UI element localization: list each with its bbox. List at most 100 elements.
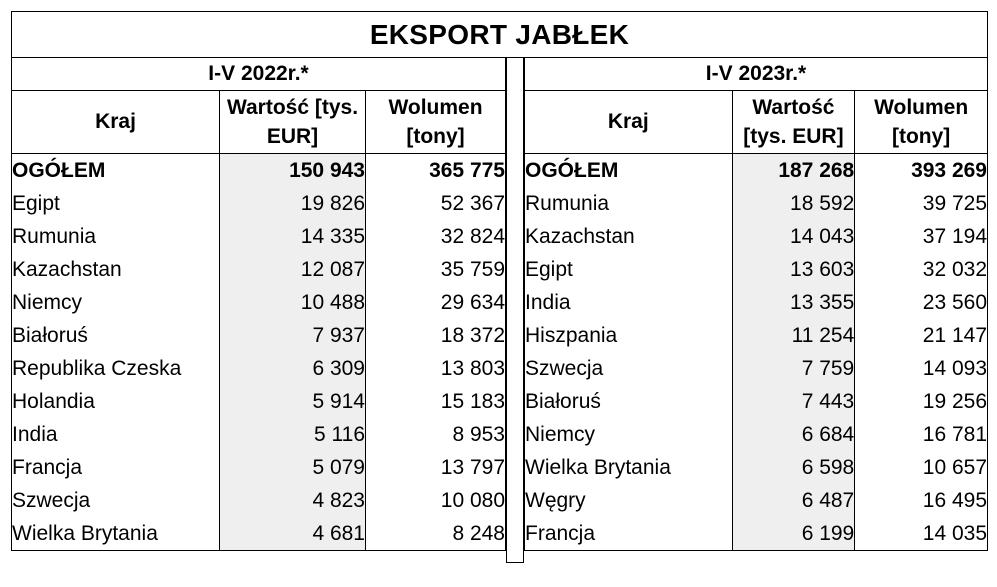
row-volume: 16 495 bbox=[854, 484, 988, 517]
total-value: 150 943 bbox=[219, 153, 366, 187]
row-value: 6 487 bbox=[731, 484, 856, 517]
row-volume: 29 634 bbox=[365, 286, 506, 319]
row-volume: 23 560 bbox=[854, 286, 988, 319]
row-volume: 10 657 bbox=[854, 451, 988, 484]
row-volume: 8 248 bbox=[365, 517, 506, 551]
row-country: Egipt bbox=[524, 253, 733, 286]
row-volume: 37 194 bbox=[854, 220, 988, 253]
row-country: Węgry bbox=[524, 484, 733, 517]
row-value: 10 488 bbox=[219, 286, 366, 319]
row-volume: 19 256 bbox=[854, 385, 988, 418]
row-value: 7 937 bbox=[219, 319, 366, 352]
table-row: Holandia 5 914 15 183 bbox=[11, 385, 506, 418]
table-row: Szwecja 4 823 10 080 bbox=[11, 484, 506, 517]
row-value: 13 603 bbox=[731, 253, 856, 286]
row-value: 12 087 bbox=[219, 253, 366, 286]
row-value: 4 823 bbox=[219, 484, 366, 517]
row-volume: 18 372 bbox=[365, 319, 506, 352]
row-value: 6 309 bbox=[219, 352, 366, 385]
column-gap-divider bbox=[506, 57, 524, 563]
row-volume: 8 953 bbox=[365, 418, 506, 451]
row-volume: 32 824 bbox=[365, 220, 506, 253]
row-volume: 32 032 bbox=[854, 253, 988, 286]
row-volume: 39 725 bbox=[854, 187, 988, 220]
period-header-2023: I-V 2023r.* bbox=[524, 57, 988, 91]
row-volume: 10 080 bbox=[365, 484, 506, 517]
table-row: Szwecja 7 759 14 093 bbox=[524, 352, 988, 385]
total-volume: 393 269 bbox=[854, 153, 988, 187]
row-volume: 21 147 bbox=[854, 319, 988, 352]
row-value: 5 116 bbox=[219, 418, 366, 451]
row-value: 5 079 bbox=[219, 451, 366, 484]
table-row: Węgry 6 487 16 495 bbox=[524, 484, 988, 517]
row-country: Szwecja bbox=[524, 352, 733, 385]
row-value: 6 598 bbox=[731, 451, 856, 484]
table-row: Kazachstan 12 087 35 759 bbox=[11, 253, 506, 286]
period-header-2022: I-V 2022r.* bbox=[11, 57, 506, 91]
export-table-frame: EKSPORT JABŁEK I-V 2022r.* Kraj Wartość … bbox=[11, 11, 988, 563]
table-row: Francja 5 079 13 797 bbox=[11, 451, 506, 484]
row-value: 6 199 bbox=[731, 517, 856, 551]
table-2022: I-V 2022r.* Kraj Wartość [tys. EUR] Wolu… bbox=[11, 57, 506, 551]
row-value: 7 759 bbox=[731, 352, 856, 385]
table-row: Wielka Brytania 4 681 8 248 bbox=[11, 517, 506, 551]
row-value: 14 335 bbox=[219, 220, 366, 253]
table-row: Rumunia 14 335 32 824 bbox=[11, 220, 506, 253]
row-volume: 13 797 bbox=[365, 451, 506, 484]
row-country: Francja bbox=[524, 517, 733, 551]
table-row: Wielka Brytania 6 598 10 657 bbox=[524, 451, 988, 484]
row-country: Rumunia bbox=[524, 187, 733, 220]
row-country: Białoruś bbox=[524, 385, 733, 418]
table-2023: I-V 2023r.* Kraj Wartość [tys. EUR] Wolu… bbox=[524, 57, 988, 551]
row-volume: 14 035 bbox=[854, 517, 988, 551]
row-value: 5 914 bbox=[219, 385, 366, 418]
column-header-value: Wartość [tys. EUR] bbox=[219, 90, 366, 154]
total-value: 187 268 bbox=[731, 153, 856, 187]
table-row: Francja 6 199 14 035 bbox=[524, 517, 988, 551]
row-country: India bbox=[11, 418, 220, 451]
row-country: India bbox=[524, 286, 733, 319]
row-volume: 16 781 bbox=[854, 418, 988, 451]
column-header-country: Kraj bbox=[524, 90, 733, 154]
table-title: EKSPORT JABŁEK bbox=[11, 11, 988, 58]
table-row: India 5 116 8 953 bbox=[11, 418, 506, 451]
table-row: Białoruś 7 937 18 372 bbox=[11, 319, 506, 352]
table-row: Rumunia 18 592 39 725 bbox=[524, 187, 988, 220]
row-volume: 14 093 bbox=[854, 352, 988, 385]
row-value: 4 681 bbox=[219, 517, 366, 551]
table-row: Hiszpania 11 254 21 147 bbox=[524, 319, 988, 352]
row-country: Republika Czeska bbox=[11, 352, 220, 385]
column-header-country: Kraj bbox=[11, 90, 220, 154]
total-volume: 365 775 bbox=[365, 153, 506, 187]
row-country: Kazachstan bbox=[524, 220, 733, 253]
row-value: 6 684 bbox=[731, 418, 856, 451]
table-row: Niemcy 10 488 29 634 bbox=[11, 286, 506, 319]
row-country: Egipt bbox=[11, 187, 220, 220]
column-header-volume: Wolumen [tony] bbox=[365, 90, 506, 154]
row-country: Holandia bbox=[11, 385, 220, 418]
table-row: Niemcy 6 684 16 781 bbox=[524, 418, 988, 451]
column-header-volume: Wolumen [tony] bbox=[854, 90, 988, 154]
table-row: Egipt 19 826 52 367 bbox=[11, 187, 506, 220]
row-country: Wielka Brytania bbox=[11, 517, 220, 551]
column-header-value: Wartość [tys. EUR] bbox=[731, 90, 856, 154]
table-row: Białoruś 7 443 19 256 bbox=[524, 385, 988, 418]
row-value: 19 826 bbox=[219, 187, 366, 220]
row-value: 14 043 bbox=[731, 220, 856, 253]
row-value: 13 355 bbox=[731, 286, 856, 319]
row-country: Niemcy bbox=[524, 418, 733, 451]
row-country: Hiszpania bbox=[524, 319, 733, 352]
table-row: Republika Czeska 6 309 13 803 bbox=[11, 352, 506, 385]
row-value: 18 592 bbox=[731, 187, 856, 220]
table-row: Egipt 13 603 32 032 bbox=[524, 253, 988, 286]
table-row: India 13 355 23 560 bbox=[524, 286, 988, 319]
total-label: OGÓŁEM bbox=[11, 153, 220, 187]
row-value: 7 443 bbox=[731, 385, 856, 418]
row-volume: 35 759 bbox=[365, 253, 506, 286]
row-country: Niemcy bbox=[11, 286, 220, 319]
row-country: Wielka Brytania bbox=[524, 451, 733, 484]
row-country: Szwecja bbox=[11, 484, 220, 517]
row-value: 11 254 bbox=[731, 319, 856, 352]
row-country: Kazachstan bbox=[11, 253, 220, 286]
total-label: OGÓŁEM bbox=[524, 153, 733, 187]
